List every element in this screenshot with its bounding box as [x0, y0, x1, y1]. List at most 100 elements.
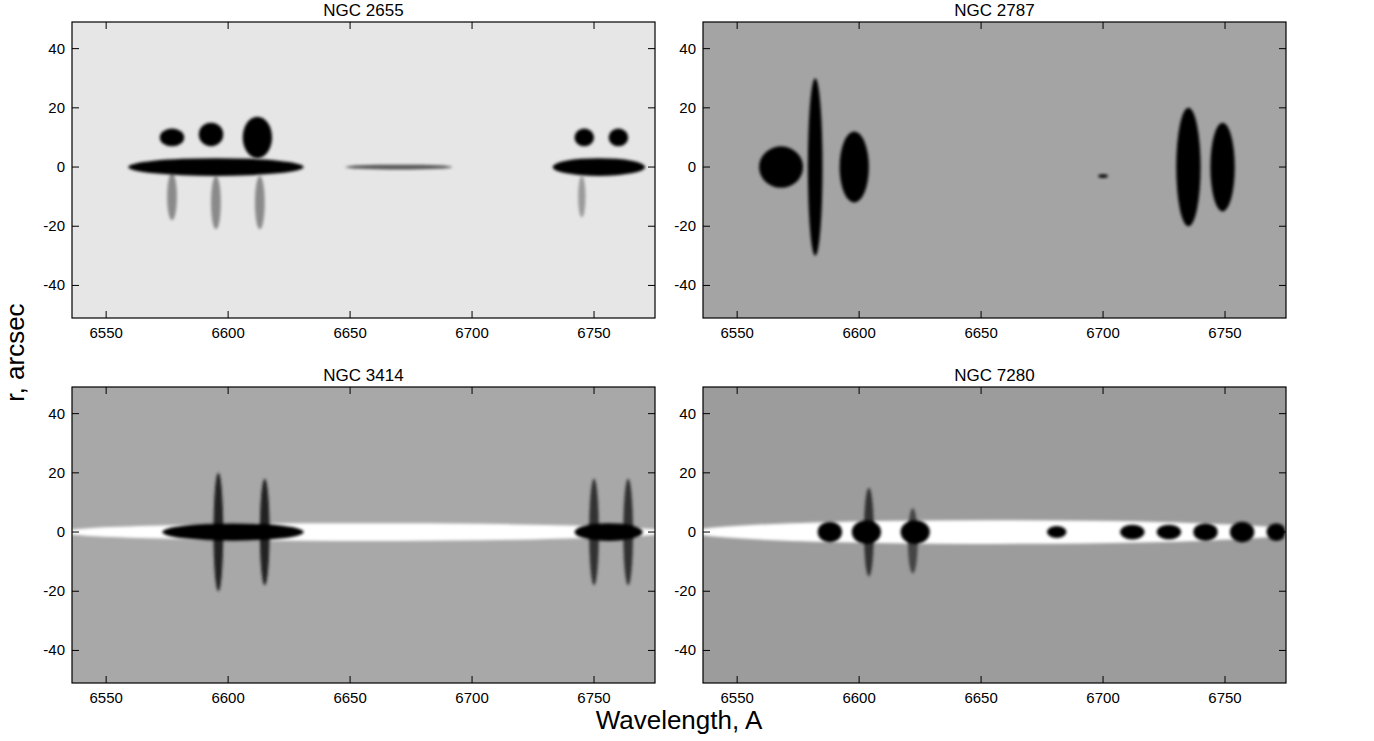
emission-feature [578, 176, 585, 217]
features [128, 117, 645, 229]
plot-frame [72, 387, 655, 683]
y-tick-label: 20 [679, 99, 696, 116]
emission-feature [1210, 123, 1234, 212]
panel: 65506600665067006750-40-2002040NGC 7280 [674, 366, 1300, 706]
y-tick [1279, 413, 1286, 414]
y-tick [648, 650, 655, 651]
x-tick [1103, 387, 1104, 394]
x-tick [594, 387, 595, 394]
x-tick [594, 311, 595, 318]
y-tick [72, 413, 79, 414]
y-tick [703, 650, 710, 651]
x-tick [1103, 22, 1104, 29]
y-tick [1279, 650, 1286, 651]
emission-feature [72, 523, 655, 541]
y-tick [72, 285, 79, 286]
y-tick-label: -20 [674, 217, 696, 234]
y-tick-label: -40 [43, 641, 65, 658]
y-tick [1279, 226, 1286, 227]
x-tick [594, 676, 595, 683]
x-tick-label: 6600 [842, 324, 875, 341]
y-tick-label: 0 [688, 523, 696, 540]
x-tick [737, 22, 738, 29]
y-tick [1279, 48, 1286, 49]
y-tick [648, 591, 655, 592]
x-tick [594, 22, 595, 29]
y-tick [703, 285, 710, 286]
y-tick [1279, 472, 1286, 473]
x-tick [981, 676, 982, 683]
panel: 65506600665067006750-40-2002040NGC 2787 [674, 1, 1286, 341]
x-tick-label: 6600 [842, 689, 875, 706]
y-tick [72, 48, 79, 49]
features [703, 488, 1286, 577]
y-tick [72, 226, 79, 227]
y-tick [1279, 167, 1286, 168]
y-tick [1279, 285, 1286, 286]
emission-feature [1176, 108, 1200, 226]
emission-feature [840, 132, 869, 203]
y-tick [648, 532, 655, 533]
y-tick-label: 20 [48, 464, 65, 481]
emission-feature [167, 173, 177, 220]
y-tick-label: 40 [48, 405, 65, 422]
emission-feature [808, 78, 823, 256]
x-tick [472, 311, 473, 318]
emission-feature [609, 129, 629, 147]
emission-feature [211, 176, 221, 229]
y-tick-label: -40 [674, 276, 696, 293]
x-tick-label: 6600 [211, 689, 244, 706]
x-tick [472, 387, 473, 394]
x-tick-label: 6650 [964, 324, 997, 341]
x-tick [228, 387, 229, 394]
y-tick [648, 285, 655, 286]
x-tick-label: 6750 [1208, 689, 1241, 706]
y-tick [648, 107, 655, 108]
x-tick [350, 22, 351, 29]
x-tick [1225, 311, 1226, 318]
x-tick-label: 6650 [333, 324, 366, 341]
emission-feature [1120, 525, 1144, 540]
x-tick-label: 6550 [89, 324, 122, 341]
y-tick [72, 472, 79, 473]
plot-frame [703, 22, 1286, 318]
x-tick [106, 676, 107, 683]
y-tick-label: -20 [674, 582, 696, 599]
y-tick [648, 48, 655, 49]
x-axis-title: Wavelength, A [596, 705, 763, 735]
emission-feature [852, 520, 881, 544]
x-tick [859, 311, 860, 318]
emission-feature [162, 523, 303, 541]
x-tick [981, 22, 982, 29]
y-tick [1279, 532, 1286, 533]
y-tick [72, 591, 79, 592]
x-tick-label: 6750 [577, 689, 610, 706]
emission-feature [759, 146, 803, 187]
x-tick [350, 387, 351, 394]
y-tick-label: -20 [43, 582, 65, 599]
y-tick-label: 40 [679, 40, 696, 57]
y-tick-label: 40 [48, 40, 65, 57]
y-tick [648, 226, 655, 227]
y-tick-label: 20 [679, 464, 696, 481]
y-tick [703, 107, 710, 108]
x-tick-label: 6700 [1086, 324, 1119, 341]
x-tick [106, 387, 107, 394]
x-tick [1225, 22, 1226, 29]
x-tick-label: 6700 [455, 689, 488, 706]
x-tick [737, 676, 738, 683]
x-tick [1103, 311, 1104, 318]
x-tick-label: 6750 [1208, 324, 1241, 341]
y-tick-label: 0 [57, 158, 65, 175]
x-tick [106, 22, 107, 29]
x-tick [228, 676, 229, 683]
y-tick [72, 167, 79, 168]
emission-feature [199, 123, 223, 147]
y-tick-label: 20 [48, 99, 65, 116]
y-tick [703, 413, 710, 414]
figure: 6550 6600 6650 6700 6750 -40 -20 0 20 40 NGC 2655 6… [0, 0, 1374, 741]
panel-title: NGC 2655 [323, 1, 403, 20]
emission-feature [818, 522, 842, 543]
y-tick [648, 167, 655, 168]
emission-feature [243, 117, 272, 158]
